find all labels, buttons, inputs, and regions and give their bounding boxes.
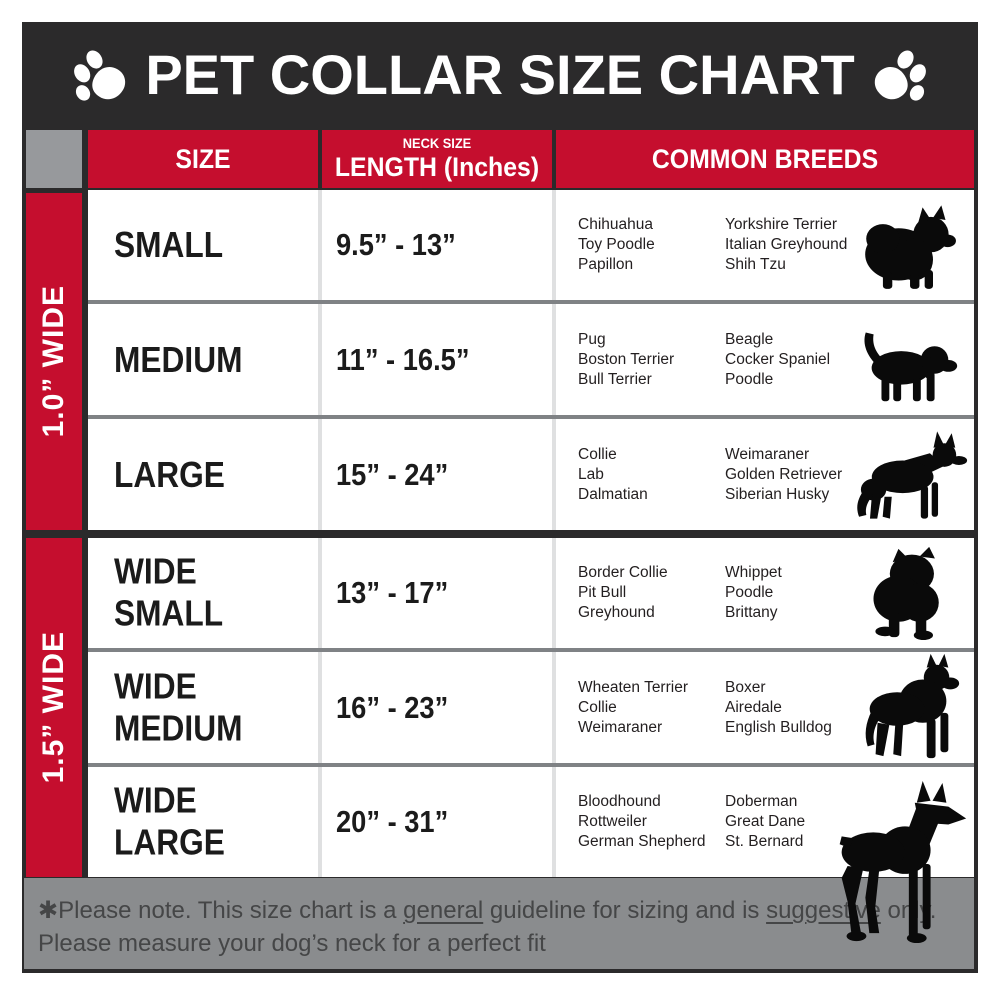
breed-list: Doberman Great Dane St. Bernard: [725, 793, 806, 850]
size-chart-poster: PET COLLAR SIZE CHART SIZE NECK SIZE LEN…: [22, 22, 978, 973]
underlined-word: general: [403, 897, 484, 924]
table-row-small: SMALL 9.5” - 13” Chihuahua Toy Poodle Pa…: [88, 190, 974, 300]
neck-size-range: 15” - 24”: [336, 456, 449, 492]
breed-list: Boxer Airedale English Bulldog: [725, 678, 832, 736]
size-label: WIDE SMALL: [114, 550, 224, 634]
size-label: SMALL: [114, 223, 224, 265]
shepherd-silhouette-icon: [850, 427, 968, 523]
breed-list: Beagle Cocker Spaniel Poodle: [725, 330, 831, 388]
breed-list: Weimaraner Golden Retriever Siberian Hus…: [725, 445, 843, 503]
row-separator: [88, 300, 974, 304]
breed-list: Whippet Poodle Brittany: [725, 564, 782, 621]
poster-header: PET COLLAR SIZE CHART: [22, 22, 978, 127]
group-label-1.0-wide: 1.0” WIDE: [26, 193, 82, 530]
neck-size-range: 11” - 16.5”: [336, 341, 470, 377]
size-label: LARGE: [114, 453, 225, 495]
column-header-size: SIZE: [88, 130, 318, 188]
page-title: PET COLLAR SIZE CHART: [145, 43, 855, 106]
paw-print-icon: [64, 40, 138, 110]
table-row-medium: MEDIUM 11” - 16.5” Pug Boston Terrier Bu…: [88, 304, 974, 415]
corner-spacer: [26, 130, 82, 188]
underlined-word: suggestive: [766, 897, 881, 924]
breed-list: Pug Boston Terrier Bull Terrier: [578, 330, 675, 388]
row-separator: [88, 415, 974, 419]
size-label: WIDE MEDIUM: [114, 665, 243, 749]
breed-list: Yorkshire Terrier Italian Greyhound Shih…: [725, 216, 848, 273]
doberman-silhouette-icon: [820, 779, 972, 947]
column-header-common-breeds: COMMON BREEDS: [556, 130, 974, 188]
table-row-large: LARGE 15” - 24” Collie Lab Dalmatian Wei…: [88, 419, 974, 530]
neck-size-range: 9.5” - 13”: [336, 227, 456, 262]
group-label-1.5-wide: 1.5” WIDE: [26, 538, 82, 877]
table-row-wide-medium: WIDE MEDIUM 16” - 23” Wheaten Terrier Co…: [88, 652, 974, 763]
pomeranian-silhouette-icon: [850, 197, 968, 293]
row-separator: [88, 763, 974, 767]
breed-list: Bloodhound Rottweiler German Shepherd: [578, 793, 706, 850]
neck-size-range: 20” - 31”: [336, 804, 449, 839]
row-separator: [88, 648, 974, 652]
neck-size-range: 13” - 17”: [336, 575, 449, 610]
neck-size-range: 16” - 23”: [336, 689, 449, 725]
paw-print-icon: [862, 40, 936, 110]
group-divider: [22, 530, 978, 538]
column-header-neck-size: NECK SIZE LENGTH (Inches): [322, 130, 552, 188]
footer-note-text: ✱Please note. This size chart is a gener…: [38, 897, 937, 957]
breed-list: Border Collie Pit Bull Greyhound: [578, 564, 668, 621]
bulldog-silhouette-icon: [850, 545, 968, 641]
size-label: WIDE LARGE: [114, 779, 225, 863]
breed-list: Chihuahua Toy Poodle Papillon: [578, 216, 655, 273]
breed-list: Wheaten Terrier Collie Weimaraner: [578, 678, 688, 736]
pitbull-silhouette-icon: [850, 653, 968, 763]
table-row-wide-large: WIDE LARGE 20” - 31” Bloodhound Rottweil…: [88, 767, 974, 944]
beagle-silhouette-icon: [850, 312, 968, 408]
footer-note: ✱Please note. This size chart is a gener…: [24, 878, 974, 969]
size-label: MEDIUM: [114, 338, 243, 380]
breed-list: Collie Lab Dalmatian: [578, 445, 648, 503]
table-row-wide-small: WIDE SMALL 13” - 17” Border Collie Pit B…: [88, 538, 974, 648]
